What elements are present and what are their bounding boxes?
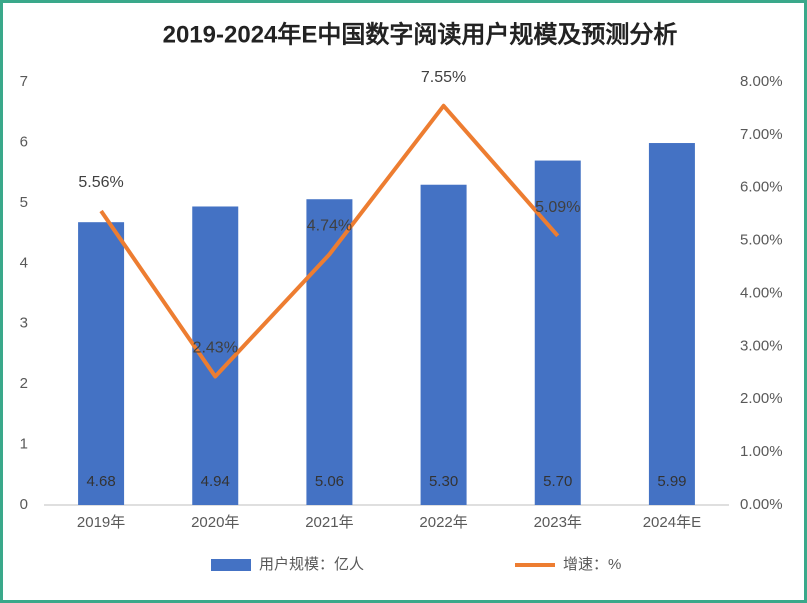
y2-tick-label: 6.00% [740,179,783,196]
legend-label: 用户规模：亿人 [259,556,364,573]
x-tick-label: 2019年 [77,514,125,531]
line-label: 5.56% [78,174,123,191]
legend-label: 增速：% [563,556,621,573]
y2-tick-label: 4.00% [740,284,783,301]
bar-label: 5.70 [543,473,572,490]
bar-label: 5.06 [315,473,344,490]
y-tick-label: 6 [20,133,28,150]
y2-tick-label: 3.00% [740,337,783,354]
legend-swatch [211,559,251,571]
line-label: 5.09% [535,199,580,216]
y-tick-label: 5 [20,194,28,211]
x-tick-label: 2021年 [305,514,353,531]
bar-label: 4.94 [201,473,230,490]
bar [78,222,125,506]
bar [420,184,467,505]
y2-tick-label: 8.00% [740,73,783,90]
bar [306,199,353,505]
y-tick-label: 3 [20,315,28,332]
x-tick-label: 2022年 [419,514,467,531]
y-tick-label: 1 [20,436,28,453]
line [99,103,560,379]
y2-tick-label: 5.00% [740,232,783,249]
bar-label: 5.30 [429,473,458,490]
y-tick-label: 7 [20,73,28,90]
y-tick-label: 4 [20,254,28,271]
x-tick-label: 2024年E [643,514,701,531]
line-label: 2.43% [193,340,238,357]
line-label: 7.55% [421,69,466,86]
x-tick-label: 2020年 [191,514,239,531]
line-label: 4.74% [307,218,352,235]
y2-tick-label: 1.00% [740,443,783,460]
chart-title: 2019-2024年E中国数字阅读用户规模及预测分析 [163,20,678,48]
y2-tick-label: 7.00% [740,126,783,143]
y-tick-label: 0 [20,496,28,513]
y-tick-label: 2 [20,375,28,392]
bar-label: 5.99 [657,473,686,490]
bar-label: 4.68 [86,473,115,490]
y2-tick-label: 2.00% [740,390,783,407]
y2-tick-label: 0.00% [740,496,783,513]
bar [648,143,695,506]
x-tick-label: 2023年 [534,514,582,531]
